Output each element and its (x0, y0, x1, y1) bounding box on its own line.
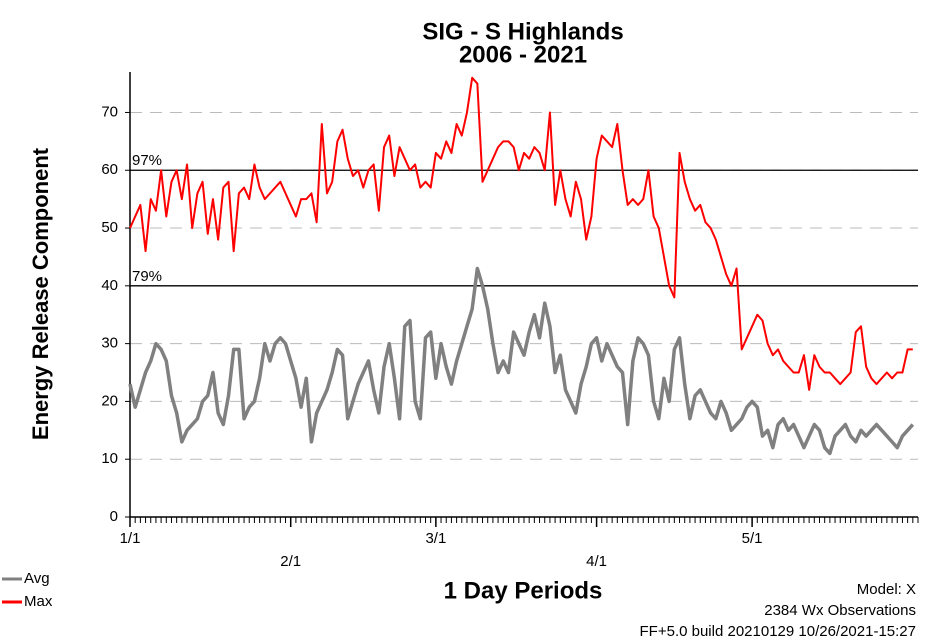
x-axis-label: 1 Day Periods (444, 577, 603, 604)
x-tick-label: 2/1 (280, 553, 301, 570)
percentile-label: 79% (132, 268, 162, 285)
y-tick-label: 10 (101, 450, 118, 467)
y-tick-label: 20 (101, 392, 118, 409)
x-tick-label: 1/1 (120, 530, 141, 547)
note: 2384 Wx Observations (764, 602, 916, 619)
x-tick-label: 4/1 (586, 553, 607, 570)
y-axis-label: Energy Release Component (28, 147, 53, 440)
x-tick-label: 3/1 (425, 530, 446, 547)
chart-title: SIG - S Highlands (422, 18, 623, 45)
y-tick-label: 60 (101, 161, 118, 178)
note: Model: X (857, 581, 916, 598)
series-line (128, 266, 915, 456)
y-tick-label: 0 (110, 508, 118, 525)
y-tick-label: 50 (101, 219, 118, 236)
y-tick-label: 30 (101, 335, 118, 352)
legend-label: Max (24, 593, 53, 610)
series-line (129, 76, 913, 391)
legend-label: Avg (24, 570, 50, 587)
x-tick-label: 5/1 (742, 530, 763, 547)
note: FF+5.0 build 20210129 10/26/2021-15:27 (640, 623, 916, 640)
percentile-label: 97% (132, 152, 162, 169)
y-tick-label: 40 (101, 277, 118, 294)
y-tick-label: 70 (101, 103, 118, 120)
chart-subtitle: 2006 - 2021 (459, 41, 587, 68)
